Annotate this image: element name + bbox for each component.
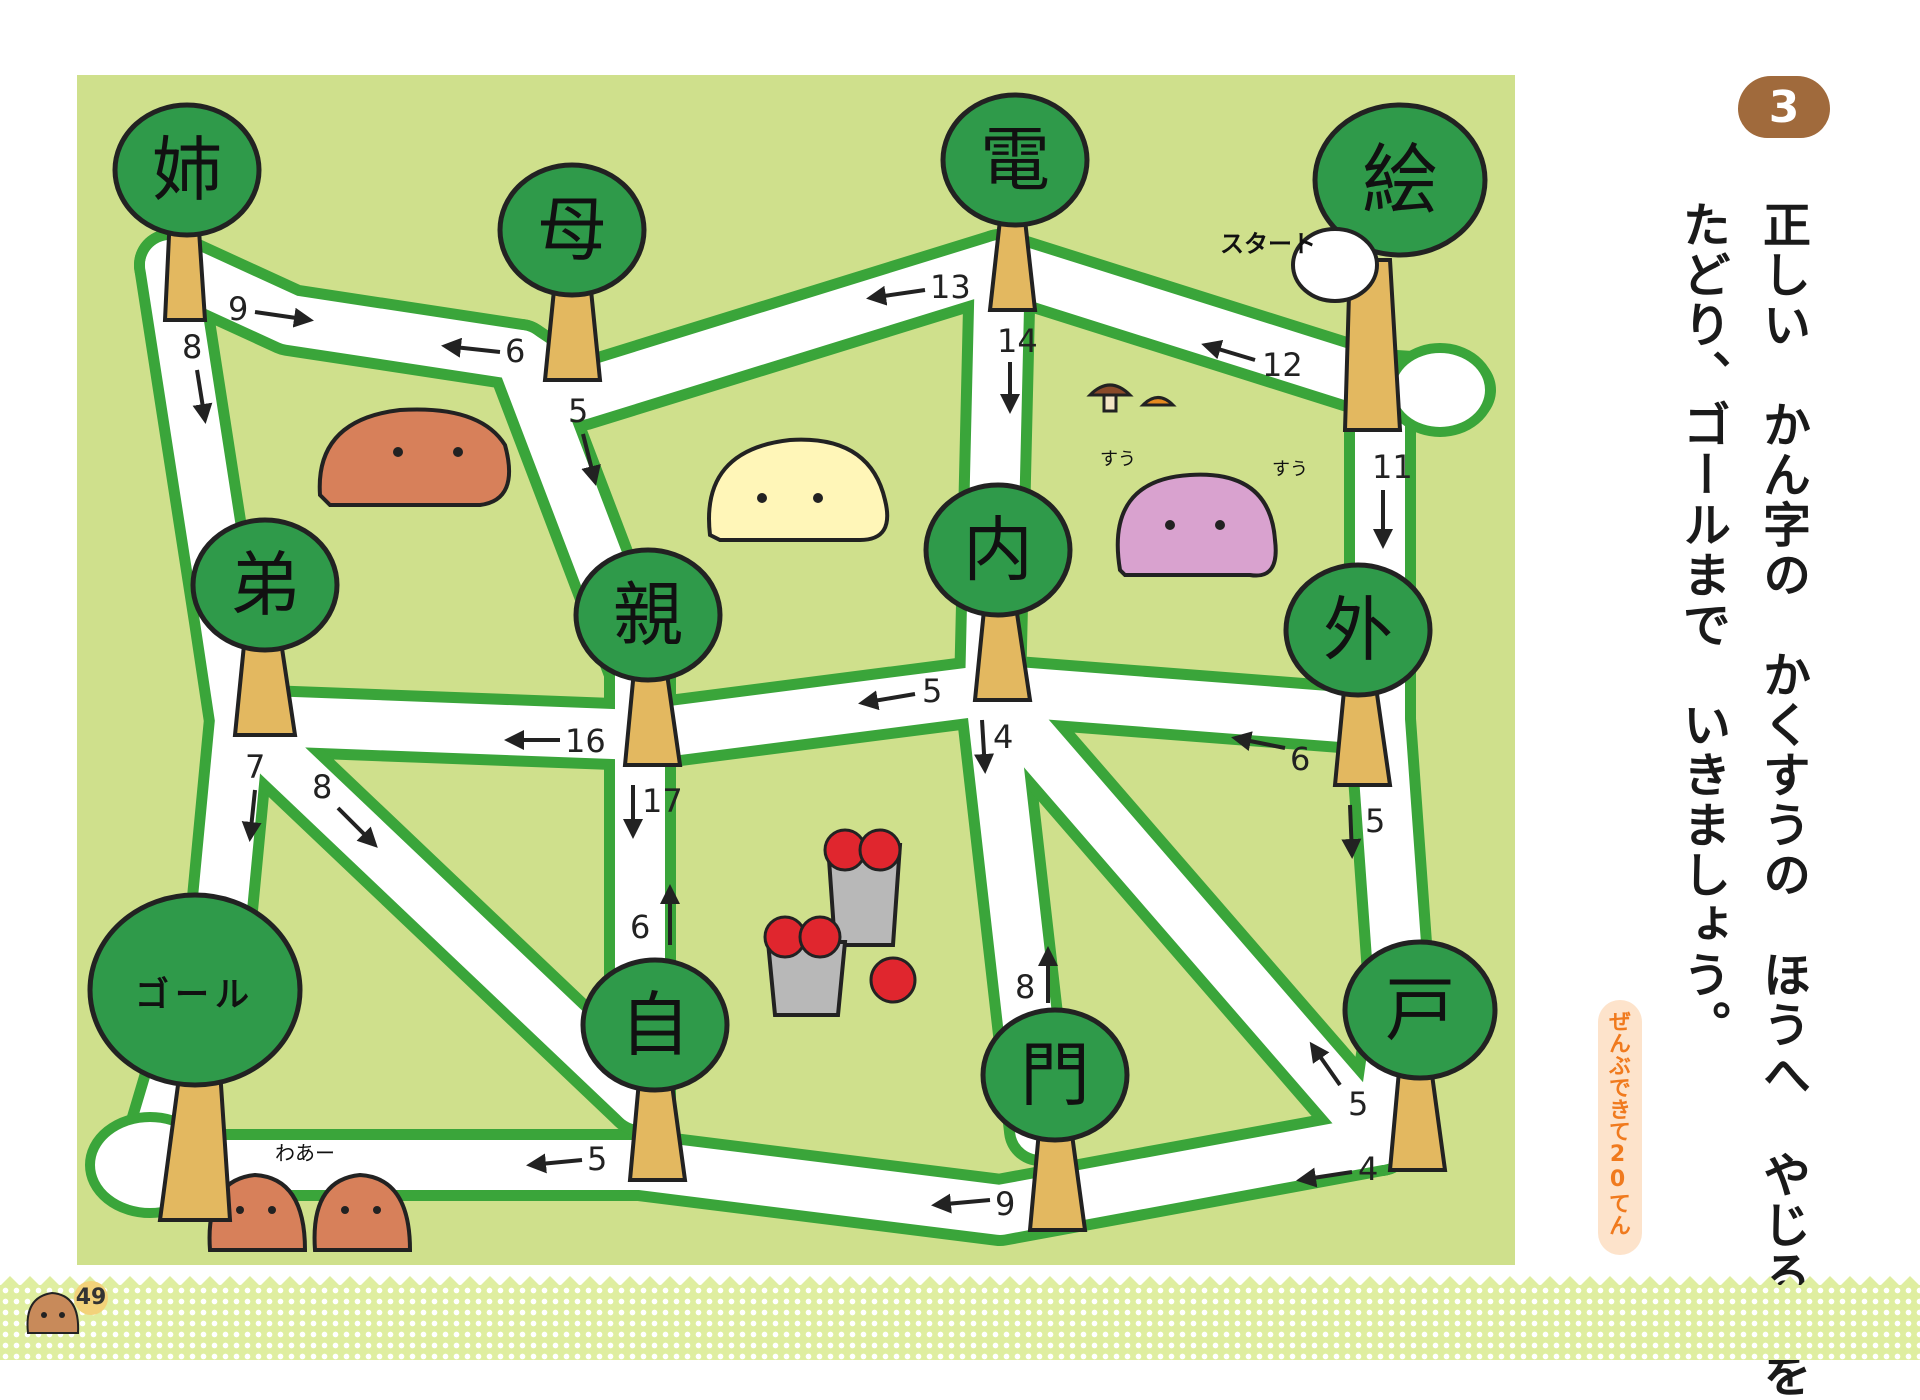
start-label: スタート xyxy=(1220,230,1316,258)
tree-den: 電 xyxy=(940,92,1090,312)
tree-uchi: 内 xyxy=(923,482,1073,702)
svg-text:9: 9 xyxy=(228,290,248,328)
arrow-5: 5 xyxy=(568,392,601,486)
kanji-uchi: 内 xyxy=(963,509,1033,591)
arrow-5-soto: 5 xyxy=(1341,802,1385,859)
maze-puzzle: 姉 母 電 絵 弟 親 内 外 自 xyxy=(77,75,1515,1265)
kanji-oya: 親 xyxy=(613,574,683,656)
question-number-badge: 3 xyxy=(1738,76,1830,138)
arrow-5-uchi: 5 xyxy=(858,672,942,711)
svg-text:5: 5 xyxy=(922,672,942,710)
wah-label: わあー xyxy=(275,1141,335,1165)
tree-oya: 親 xyxy=(573,547,723,767)
arrow-6-up: 6 xyxy=(630,884,680,946)
svg-text:4: 4 xyxy=(1358,1150,1378,1188)
arrow-8-up: 8 xyxy=(1015,946,1058,1006)
arrow-13: 13 xyxy=(866,268,971,306)
arrow-9: 9 xyxy=(228,290,314,328)
svg-text:5: 5 xyxy=(1348,1085,1368,1123)
arrow-8-diagonal: 8 xyxy=(312,768,378,848)
tree-otouto: 弟 xyxy=(190,517,340,737)
arrow-8: 8 xyxy=(182,328,213,424)
arrow-16: 16 xyxy=(504,722,606,760)
kanji-haha: 母 xyxy=(537,189,607,271)
bird-character xyxy=(1291,227,1379,303)
sleep-sound-left: すう xyxy=(1100,449,1136,470)
arrow-4: 4 xyxy=(974,718,1013,774)
svg-text:16: 16 xyxy=(565,722,606,760)
tree-ji: 自 xyxy=(580,957,730,1182)
svg-text:12: 12 xyxy=(1262,346,1303,384)
svg-text:8: 8 xyxy=(182,328,202,366)
instruction-line-1: 正しい かん字の かくすうの ほうへ やじるしを xyxy=(1754,200,1810,1400)
capybara-orange xyxy=(317,407,512,507)
svg-text:6: 6 xyxy=(630,908,650,946)
page-number: 49 xyxy=(74,1281,108,1315)
svg-text:5: 5 xyxy=(587,1140,607,1178)
capybara-purple xyxy=(1115,472,1278,578)
baby-capybaras xyxy=(207,1172,413,1252)
footer-pattern xyxy=(0,1285,1920,1360)
arrow-11: 11 xyxy=(1372,448,1413,549)
score-text: ぜんぶできて20てん xyxy=(1605,1010,1630,1236)
svg-text:8: 8 xyxy=(1015,968,1035,1006)
svg-text:6: 6 xyxy=(505,332,525,370)
tree-e: 絵 xyxy=(1291,102,1488,432)
goal-label: ゴール xyxy=(135,975,255,1015)
arrow-5-to: 5 xyxy=(1309,1041,1368,1123)
svg-text:17: 17 xyxy=(642,782,683,820)
tree-haha: 母 xyxy=(497,162,647,382)
tree-to: 戸 xyxy=(1342,939,1498,1172)
svg-text:5: 5 xyxy=(1365,802,1385,840)
svg-text:8: 8 xyxy=(312,768,332,806)
arrow-4-bottom: 4 xyxy=(1296,1150,1378,1188)
svg-text:6: 6 xyxy=(1290,740,1310,778)
kanji-den: 電 xyxy=(980,119,1050,201)
tree-mon: 門 xyxy=(980,1007,1130,1232)
capybara-page-icon xyxy=(26,1291,80,1334)
tree-ane: 姉 xyxy=(112,102,262,322)
kanji-mon: 門 xyxy=(1020,1034,1090,1116)
kanji-ji: 自 xyxy=(620,984,690,1066)
arrow-6-soto: 6 xyxy=(1231,731,1310,778)
arrow-17: 17 xyxy=(623,782,683,839)
svg-text:11: 11 xyxy=(1372,448,1413,486)
svg-text:4: 4 xyxy=(993,718,1013,756)
instruction-line-2: たどり、ゴールまで いきましょう。 xyxy=(1674,200,1730,1050)
svg-text:14: 14 xyxy=(997,322,1038,360)
score-pill xyxy=(1598,1000,1642,1255)
arrow-7: 7 xyxy=(241,748,265,842)
capybara-yellow xyxy=(707,437,890,542)
arrow-6: 6 xyxy=(441,332,525,370)
kanji-otouto: 弟 xyxy=(230,544,300,626)
tree-soto: 外 xyxy=(1283,562,1433,787)
kanji-soto: 外 xyxy=(1323,589,1393,671)
kanji-e: 絵 xyxy=(1362,136,1438,225)
kanji-ane: 姉 xyxy=(152,129,222,211)
arrow-9-bottom: 9 xyxy=(931,1185,1015,1223)
kanji-to: 戸 xyxy=(1385,969,1455,1051)
arrow-14: 14 xyxy=(997,322,1038,414)
arrow-12: 12 xyxy=(1201,340,1303,384)
tree-goal: ゴール xyxy=(87,892,303,1222)
apple-buckets xyxy=(763,828,917,1017)
svg-text:7: 7 xyxy=(245,748,265,786)
sleep-sound-right: すう xyxy=(1272,459,1308,480)
svg-text:9: 9 xyxy=(995,1185,1015,1223)
arrow-5-bottom: 5 xyxy=(526,1140,607,1178)
svg-text:5: 5 xyxy=(568,392,588,430)
svg-text:13: 13 xyxy=(930,268,971,306)
mushrooms xyxy=(1086,383,1177,413)
